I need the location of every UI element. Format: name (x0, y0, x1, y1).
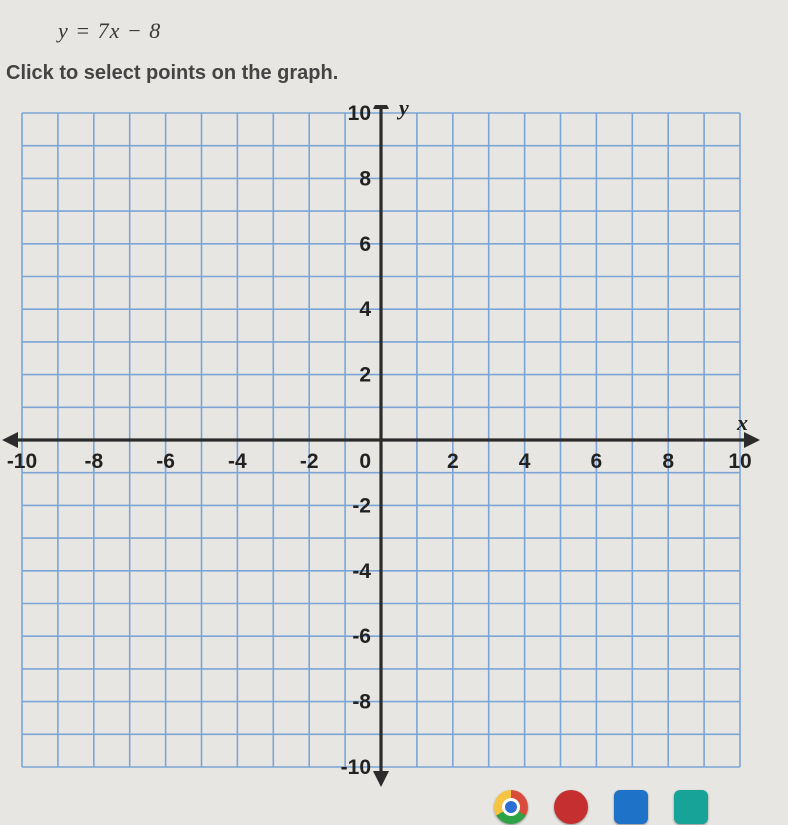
page-container: y = 7x − 8 Click to select points on the… (0, 0, 788, 825)
x-tick-label: -2 (300, 450, 319, 473)
x-tick-label: -10 (7, 450, 37, 473)
taskbar (494, 789, 708, 825)
x-tick-label: 8 (662, 450, 674, 473)
x-tick-label: 0 (359, 450, 371, 473)
x-tick-label: 4 (519, 450, 531, 473)
y-tick-label: 4 (359, 298, 371, 321)
x-tick-label: -8 (84, 450, 103, 473)
x-axis-label: x (736, 410, 748, 435)
instruction-text: Click to select points on the graph. (6, 62, 788, 85)
x-tick-label: -4 (228, 450, 247, 473)
app-teal-icon[interactable] (674, 790, 708, 824)
x-tick-label: 10 (728, 450, 751, 473)
equation-text: y = 7x − 8 (58, 18, 788, 44)
y-tick-label: 10 (348, 105, 371, 125)
y-tick-label: -2 (352, 494, 371, 517)
y-tick-label: -4 (352, 560, 371, 583)
y-tick-label: 8 (359, 167, 371, 190)
y-tick-label: -10 (341, 756, 371, 779)
y-tick-label: -8 (352, 691, 371, 714)
app-blue-icon[interactable] (614, 790, 648, 824)
graph-svg[interactable]: -10-8-6-4-20246810108642-2-4-6-8-10yx (2, 105, 762, 795)
x-tick-label: 2 (447, 450, 459, 473)
y-tick-label: 2 (359, 364, 371, 387)
app-red-icon[interactable] (554, 790, 588, 824)
x-tick-label: 6 (591, 450, 603, 473)
x-tick-label: -6 (156, 450, 175, 473)
y-tick-label: -6 (352, 625, 371, 648)
chrome-icon[interactable] (494, 790, 528, 824)
y-tick-label: 6 (359, 233, 371, 256)
coordinate-graph[interactable]: -10-8-6-4-20246810108642-2-4-6-8-10yx (2, 105, 762, 795)
